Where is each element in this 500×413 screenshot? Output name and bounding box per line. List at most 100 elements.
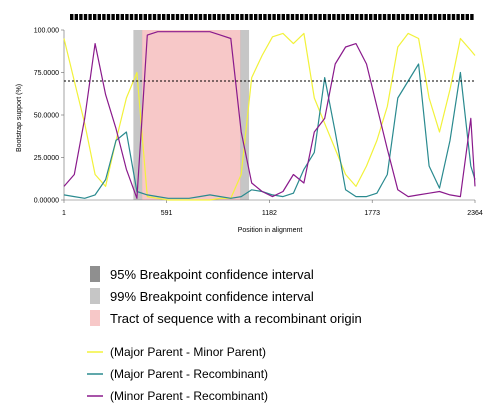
site-marker bbox=[382, 14, 387, 20]
site-marker bbox=[240, 14, 244, 20]
site-marker bbox=[134, 14, 138, 20]
site-marker bbox=[226, 14, 230, 20]
site-marker bbox=[364, 14, 368, 20]
legend-ci99-label: 99% Breakpoint confidence interval bbox=[110, 289, 314, 304]
site-marker bbox=[180, 14, 184, 20]
site-marker bbox=[203, 14, 207, 20]
site-marker bbox=[447, 14, 451, 20]
site-marker bbox=[74, 14, 78, 20]
x-tick-label: 1 bbox=[62, 210, 66, 217]
legend-series-2-label: (Major Parent - Recombinant) bbox=[110, 367, 268, 381]
legend-series-1-label: (Major Parent - Minor Parent) bbox=[110, 345, 266, 359]
site-marker bbox=[350, 14, 354, 20]
legend-series-3-label: (Minor Parent - Recombinant) bbox=[110, 389, 268, 403]
site-marker bbox=[272, 14, 276, 20]
site-marker bbox=[346, 14, 350, 20]
site-marker bbox=[373, 14, 377, 20]
site-marker bbox=[139, 14, 143, 20]
site-marker bbox=[470, 14, 474, 20]
site-marker bbox=[461, 14, 465, 20]
site-marker bbox=[116, 14, 120, 20]
site-marker bbox=[143, 14, 147, 20]
site-marker bbox=[415, 14, 419, 20]
site-marker bbox=[290, 14, 295, 20]
site-marker bbox=[217, 14, 221, 20]
site-marker bbox=[428, 14, 433, 20]
series-line-3 bbox=[63, 31, 476, 199]
y-tick-labels: 0.00000 25.0000 50.0000 75.0000 100.000 bbox=[34, 28, 64, 205]
x-axis-label: Position in alignment bbox=[238, 227, 303, 234]
site-marker bbox=[185, 14, 189, 20]
site-marker bbox=[212, 14, 216, 20]
breakpoint-regions bbox=[133, 30, 250, 200]
y-tick-label: 75.0000 bbox=[34, 70, 59, 77]
site-marker bbox=[148, 14, 152, 20]
site-marker bbox=[355, 14, 359, 20]
site-marker bbox=[254, 14, 258, 20]
site-marker bbox=[88, 14, 92, 20]
x-tick-label: 1182 bbox=[262, 210, 277, 217]
legend-tract-label: Tract of sequence with a recombinant ori… bbox=[110, 311, 362, 326]
site-marker bbox=[359, 14, 364, 20]
site-marker bbox=[309, 14, 313, 20]
y-axis-label: Bootstrap support (%) bbox=[16, 84, 23, 152]
x-tick-label: 591 bbox=[161, 210, 173, 217]
site-marker bbox=[378, 14, 382, 20]
site-marker bbox=[244, 14, 249, 20]
site-marker bbox=[387, 14, 391, 20]
site-marker bbox=[198, 14, 203, 20]
site-marker bbox=[129, 14, 134, 20]
site-marker bbox=[162, 14, 166, 20]
bootstrap-support-chart: 0.00000 25.0000 50.0000 75.0000 100.000 1 591… bbox=[16, 14, 483, 234]
legend-ci99-swatch bbox=[90, 288, 100, 304]
site-marker bbox=[267, 14, 272, 20]
site-marker bbox=[97, 14, 101, 20]
site-marker bbox=[442, 14, 446, 20]
site-marker bbox=[327, 14, 331, 20]
site-marker bbox=[194, 14, 198, 20]
site-marker bbox=[208, 14, 212, 20]
site-marker bbox=[125, 14, 129, 20]
site-marker bbox=[166, 14, 170, 20]
site-marker bbox=[286, 14, 290, 20]
site-marker bbox=[341, 14, 345, 20]
site-marker bbox=[396, 14, 400, 20]
x-tick-label: 1773 bbox=[364, 210, 380, 217]
site-marker bbox=[304, 14, 308, 20]
series-line-1 bbox=[63, 32, 476, 201]
site-marker bbox=[93, 14, 97, 20]
site-marker bbox=[410, 14, 414, 20]
site-marker bbox=[369, 14, 373, 20]
site-marker bbox=[419, 14, 423, 20]
site-marker bbox=[401, 14, 405, 20]
site-marker bbox=[277, 14, 281, 20]
axes bbox=[63, 30, 475, 201]
site-marker bbox=[438, 14, 442, 20]
site-marker bbox=[318, 14, 322, 20]
x-tick-labels: 1 591 1182 1773 2364 bbox=[62, 200, 483, 217]
site-marker bbox=[313, 14, 318, 20]
site-marker bbox=[332, 14, 336, 20]
site-marker bbox=[424, 14, 428, 20]
y-tick-label: 25.0000 bbox=[34, 155, 59, 162]
site-marker bbox=[405, 14, 410, 20]
site-marker bbox=[465, 14, 469, 20]
site-marker bbox=[231, 14, 235, 20]
site-marker bbox=[249, 14, 253, 20]
site-marker bbox=[221, 14, 226, 20]
site-marker bbox=[79, 14, 83, 20]
series-lines bbox=[63, 31, 476, 201]
site-marker bbox=[456, 14, 460, 20]
site-marker bbox=[451, 14, 456, 20]
series-line-2 bbox=[63, 63, 476, 199]
recombinant-tract-region bbox=[142, 30, 241, 200]
site-marker bbox=[295, 14, 299, 20]
site-marker bbox=[300, 14, 304, 20]
legend-tract-swatch bbox=[90, 310, 100, 326]
legend-ci95-label: 95% Breakpoint confidence interval bbox=[110, 267, 314, 282]
site-marker bbox=[70, 14, 74, 20]
site-marker bbox=[152, 14, 157, 20]
x-tick-label: 2364 bbox=[467, 210, 483, 217]
legend: 95% Breakpoint confidence interval 99% B… bbox=[87, 266, 362, 403]
